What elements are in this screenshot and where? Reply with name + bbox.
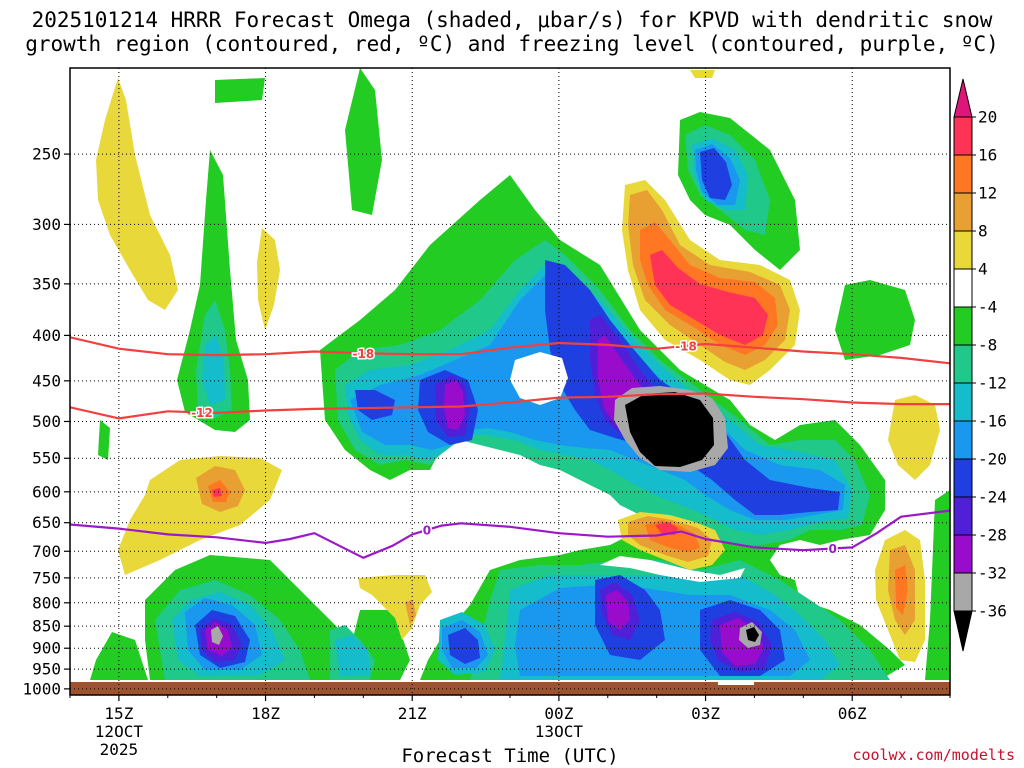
y-tick-label: 350 [32,274,61,293]
colorbar-label: -28 [978,526,1007,545]
chart-title-line-2: growth region (contoured, red, ºC) and f… [25,32,999,56]
colorbar-label: -12 [978,374,1007,393]
y-tick-label: 400 [32,326,61,345]
colorbar: 20 16 12 8 4 -4 -8 -12 -16 -20 -24 -28 -32 -36 [953,78,1007,652]
colorbar-band [953,496,973,536]
x-tick-label: 00Z [544,704,573,723]
colorbar-label: 12 [978,184,997,203]
y-tick-label: 550 [32,449,61,468]
colorbar-label: -8 [978,336,997,355]
y-tick-label: 450 [32,371,61,390]
colorbar-band [953,382,973,422]
y-tick-label: 650 [32,513,61,532]
y-tick-label: 500 [32,412,61,431]
omega-band-plus-16 [212,250,768,535]
colorbar-label: -20 [978,450,1007,469]
contour-line [70,392,950,420]
colorbar-band [953,154,973,194]
colorbar-label: -4 [978,298,997,317]
contour-lines: -18 -18 -12 0 0 [70,336,950,559]
colorbar-label: 20 [978,108,997,127]
contour-label: -12 [191,406,213,420]
colorbar-band [953,458,973,498]
colorbar-label: -36 [978,602,1007,621]
x-axis-label: Forecast Time (UTC) [401,745,618,767]
colorbar-top-arrow [953,78,973,118]
y-tick-label: 750 [32,568,61,587]
contour-label: -18 [352,347,374,361]
x-tick-label: 18Z [251,704,280,723]
contour-line [70,509,950,559]
y-tick-label: 800 [32,593,61,612]
colorbar-band [953,344,973,384]
x-tick-label: 06Z [838,704,867,723]
colorbar-label: 16 [978,146,997,165]
x-tick-label: 03Z [691,704,720,723]
x-tick-date: 12OCT [95,722,144,741]
grid-lines [70,68,950,695]
colorbar-band [953,306,973,346]
omega-band-minus-36 [625,392,759,642]
y-tick-label: 1000 [22,679,61,698]
colorbar-label: 8 [978,222,988,241]
contour-label: 0 [423,524,431,538]
colorbar-band [953,116,973,156]
y-axis: 250 300 350 400 450 500 550 600 650 700 750 800 850 9… [22,145,70,698]
y-tick-label: 700 [32,542,61,561]
chart-title-line-1: 2025101214 HRRR Forecast Omega (shaded, … [31,8,993,32]
omega-shading [90,68,950,680]
colorbar-label: -16 [978,412,1007,431]
colorbar-band [953,192,973,232]
y-tick-label: 950 [32,660,61,679]
x-tick-label: 15Z [104,704,133,723]
contour-line [70,336,950,365]
colorbar-label: 4 [978,260,988,279]
colorbar-band [953,572,973,612]
colorbar-band [953,230,973,270]
x-tick-label: 21Z [398,704,427,723]
colorbar-band [953,420,973,460]
x-tick-year: 2025 [100,740,139,759]
omega-neutral-pockets [510,352,745,582]
colorbar-band [953,534,973,574]
y-tick-label: 300 [32,215,61,234]
colorbar-bottom-arrow [953,610,973,652]
credit-link[interactable]: coolwx.com/modelts [852,746,1015,764]
y-tick-label: 600 [32,482,61,501]
ground-gap [718,682,754,685]
contour-label: 0 [828,542,836,556]
colorbar-label: -32 [978,564,1007,583]
y-tick-label: 900 [32,639,61,658]
y-tick-label: 250 [32,145,61,164]
colorbar-band [953,268,973,308]
colorbar-label: -24 [978,488,1007,507]
y-tick-label: 850 [32,617,61,636]
contour-label: -18 [675,339,697,353]
x-tick-date: 13OCT [535,722,584,741]
